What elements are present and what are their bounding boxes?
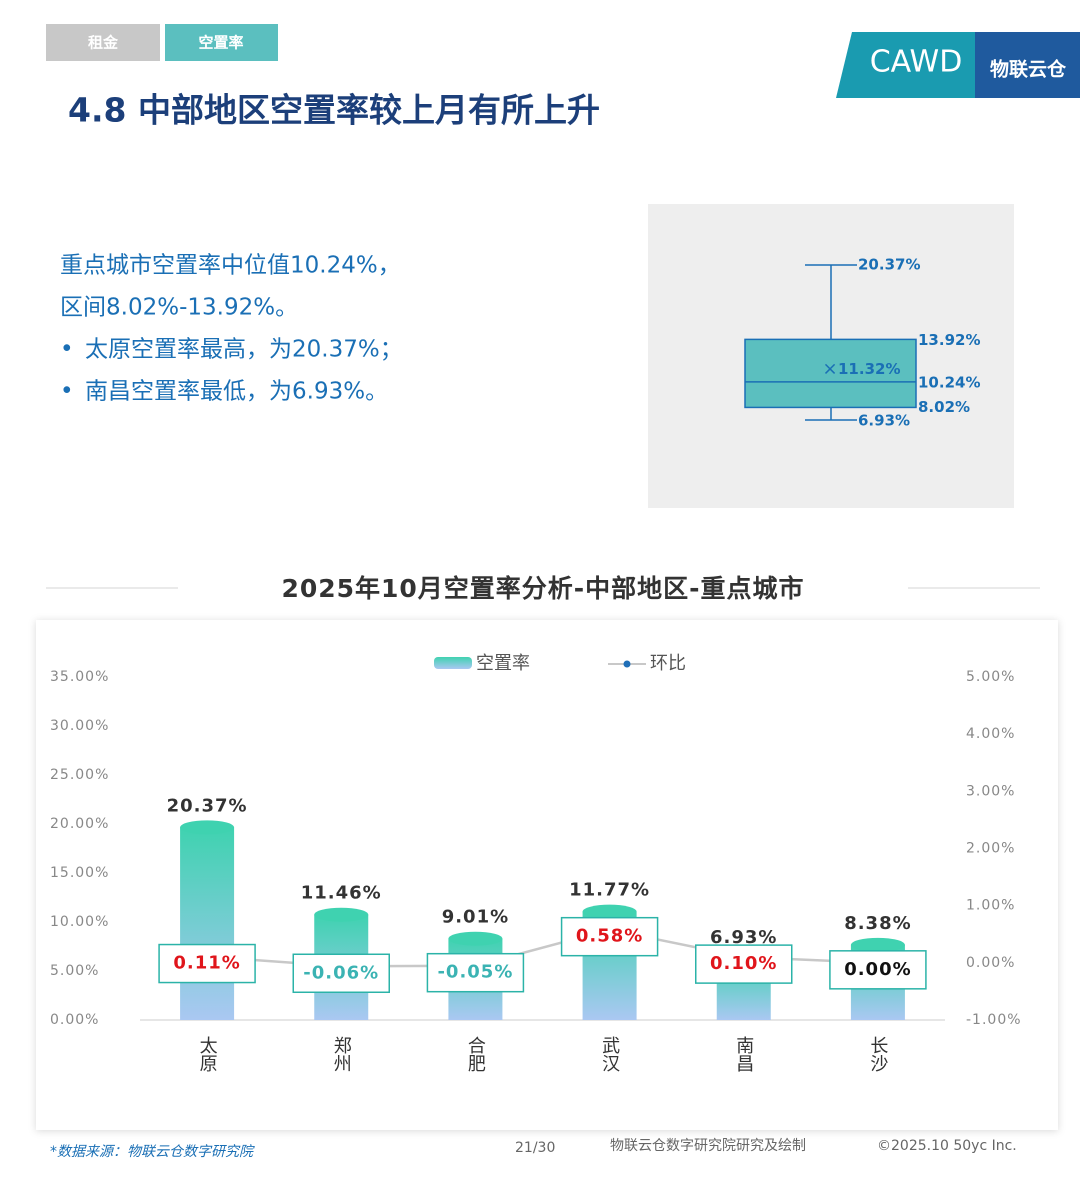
line-value-label: 0.00% [844, 959, 911, 980]
tab-bg-active [165, 24, 278, 61]
bar [180, 827, 235, 1020]
line-value-label: -0.05% [437, 962, 513, 983]
x-tick-label: 南昌 [733, 1036, 754, 1072]
y-tick-label: 15.00% [50, 865, 109, 881]
line-label-box [426, 952, 525, 993]
bullet-dot: • [60, 379, 74, 405]
value-label: 20.37% [167, 795, 248, 816]
x-tick-label: 合肥 [465, 1036, 486, 1072]
x-tick-label: 武汉 [599, 1036, 620, 1072]
summary-line: 重点城市空置率中位值10.24%， [60, 253, 401, 279]
legend-label: 环比 [650, 653, 686, 674]
value-label: 11.77% [569, 880, 650, 901]
source: *数据来源：物联云仓数字研究院 [50, 1144, 255, 1160]
summary-line: 区间8.02%-13.92%。 [60, 295, 298, 321]
logo-text: 物联云仓 [990, 58, 1067, 81]
y2-tick-label: 4.00% [966, 726, 1015, 742]
mean-marker: × [822, 358, 837, 379]
y-tick-label: 10.00% [50, 914, 109, 930]
y2-tick-label: 5.00% [966, 669, 1015, 685]
y-tick-label: 30.00% [50, 718, 109, 734]
bullet: 太原空置率最高，为20.37%； [85, 337, 403, 363]
y-tick-label: 20.00% [50, 816, 109, 832]
x-tick-label: 太原 [197, 1036, 218, 1072]
bullet-dot: • [60, 337, 74, 363]
line-value-label: -0.06% [303, 962, 379, 983]
bar-cap [448, 931, 503, 946]
box [744, 338, 917, 409]
credit: 物联云仓数字研究院研究及绘制 [610, 1138, 806, 1154]
title-bg [178, 566, 908, 614]
line-label-box [158, 943, 256, 984]
y2-tick-label: 2.00% [966, 841, 1015, 857]
stat-label: 6.93% [858, 412, 910, 430]
value-label: 9.01% [442, 907, 509, 928]
stat-label: 8.02% [918, 398, 970, 416]
value-label: 8.38% [844, 913, 911, 934]
logo-text: CAWD [870, 45, 963, 80]
bar-cap [314, 907, 369, 922]
logo-bg [975, 32, 1080, 98]
legend-label: 空置率 [476, 653, 530, 674]
line-label-box [695, 944, 793, 984]
x-tick-label: 长沙 [867, 1036, 888, 1072]
legend-swatch [434, 657, 472, 669]
stat-label: 11.32% [838, 360, 900, 378]
value-label: 11.46% [301, 883, 382, 904]
line-label-box [292, 953, 390, 994]
value-label: 6.93% [710, 927, 777, 948]
stat-label: 20.37% [858, 256, 920, 274]
y2-tick-label: 3.00% [966, 783, 1015, 799]
legend-swatch [623, 660, 631, 668]
stat-label: 13.92% [918, 331, 980, 349]
copyright: ©2025.10 50yc Inc. [877, 1138, 1017, 1154]
bullet: 南昌空置率最低，为6.93%。 [85, 379, 388, 405]
chart-title: 2025年10月空置率分析-中部地区-重点城市 [281, 574, 804, 603]
tab[interactable]: 租金 [88, 34, 119, 52]
y2-tick-label: -1.00% [966, 1012, 1022, 1028]
y-tick-label: 25.00% [50, 767, 109, 783]
line-value-label: 0.11% [173, 953, 240, 974]
page-title: 4.8 中部地区空置率较上月有所上升 [68, 91, 600, 130]
bar-cap [850, 937, 905, 952]
bar-cap [582, 904, 637, 919]
line-label-box [829, 950, 927, 990]
y-tick-label: 35.00% [50, 669, 109, 685]
bar-cap [180, 820, 235, 835]
line-label-box [560, 916, 659, 957]
y2-tick-label: 0.00% [966, 955, 1015, 971]
y2-tick-label: 1.00% [966, 898, 1015, 914]
stat-label: 10.24% [918, 373, 980, 391]
line-value-label: 0.58% [576, 926, 643, 947]
y-tick-label: 5.00% [50, 963, 99, 979]
page-number: 21/30 [515, 1140, 555, 1156]
x-tick-label: 郑州 [331, 1036, 352, 1072]
line-value-label: 0.10% [710, 953, 777, 974]
tab-bg [46, 24, 160, 61]
tab[interactable]: 空置率 [198, 34, 243, 52]
y-tick-label: 0.00% [50, 1012, 99, 1028]
